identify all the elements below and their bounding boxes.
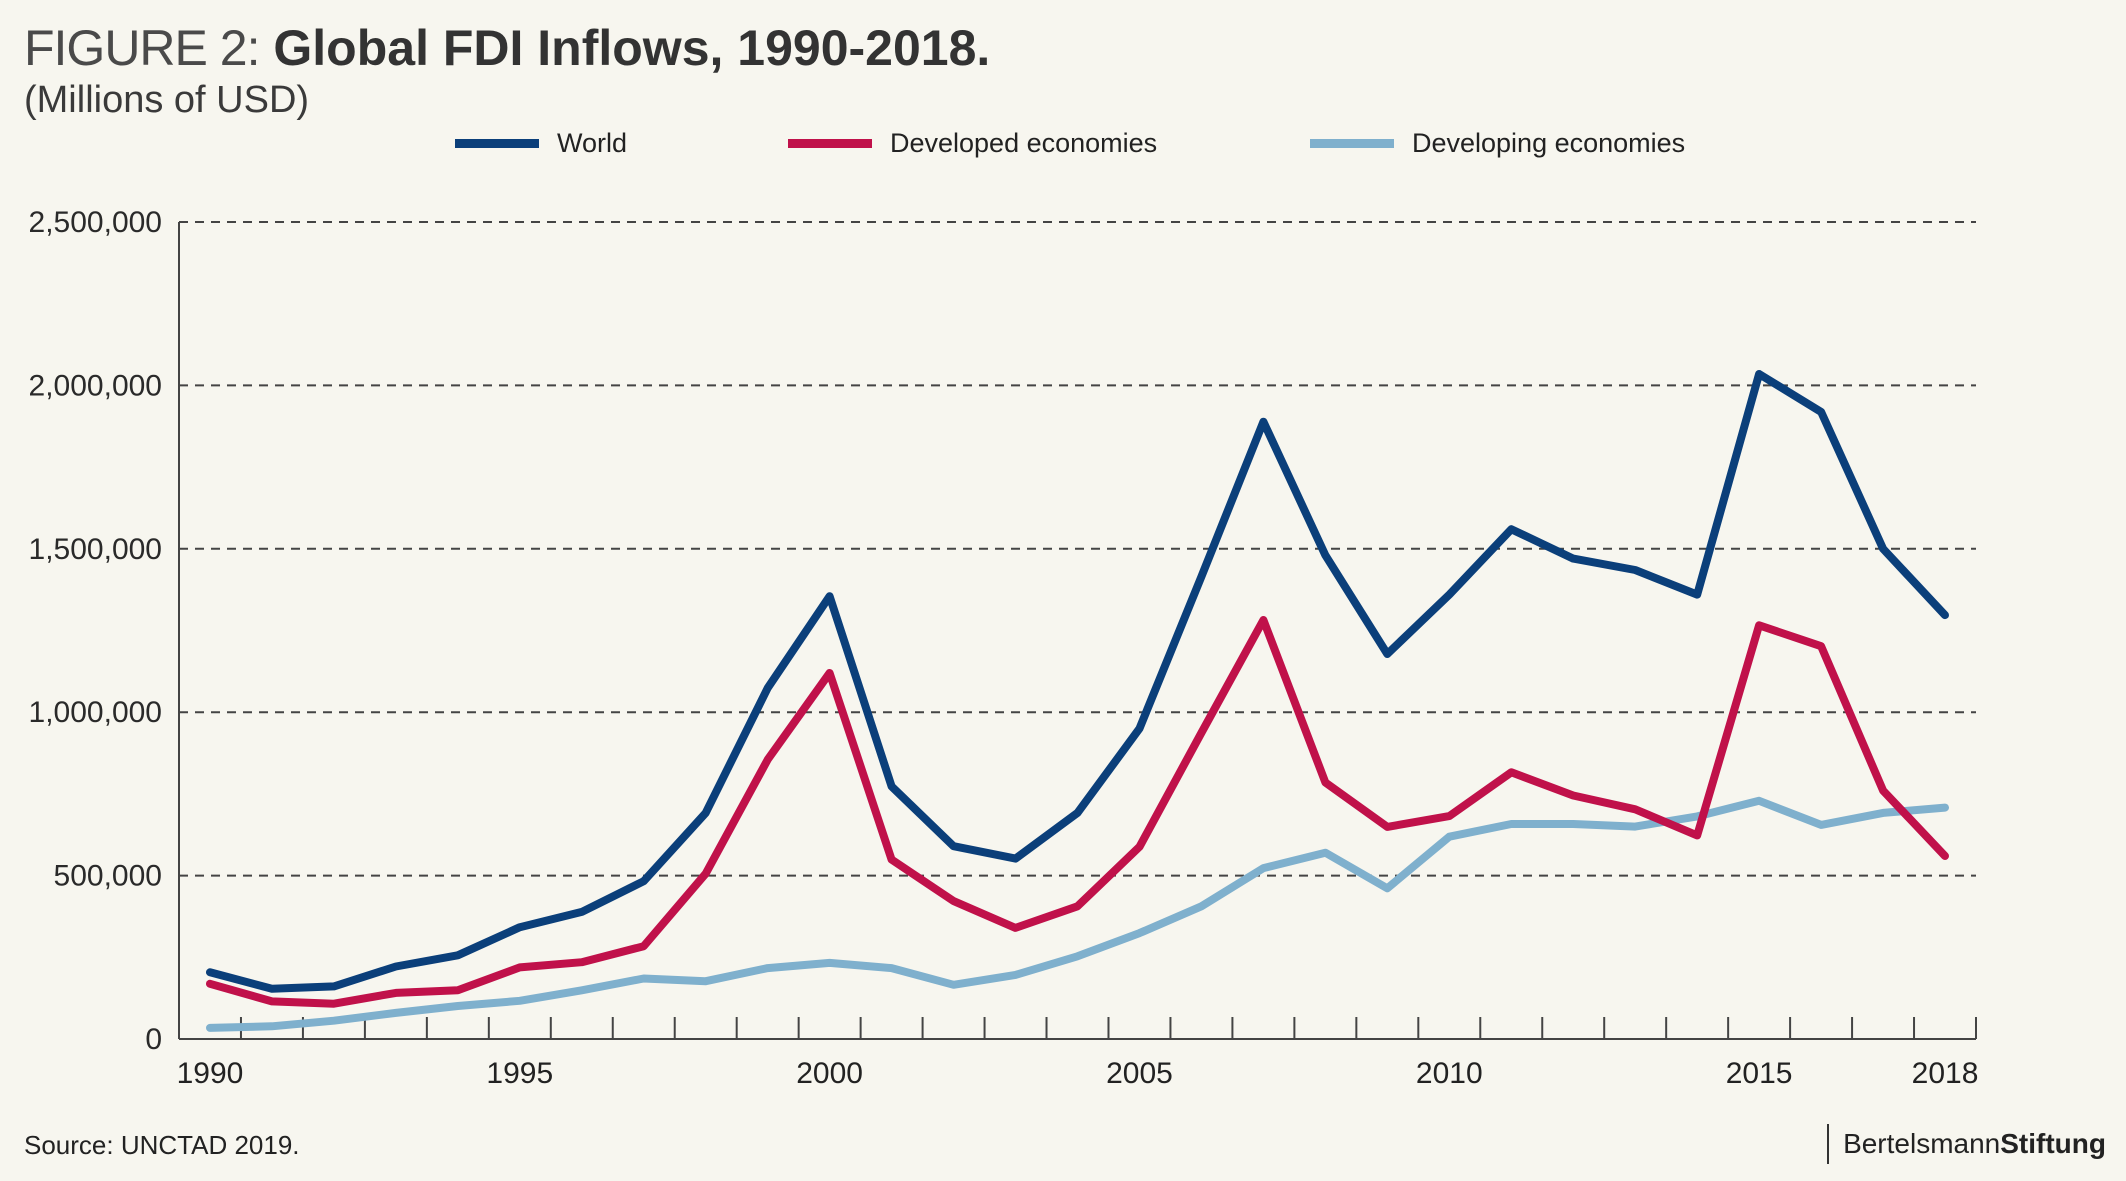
x-tick-label: 2018 [1912,1057,1979,1090]
title-text: Global FDI Inflows, 1990-2018. [273,20,991,76]
y-tick-label: 2,500,000 [29,206,162,239]
brand-name-part1: Bertelsmann [1843,1128,2001,1159]
series-line-developing-economies [206,796,1949,1032]
figure-label: FIGURE 2: [24,20,260,76]
y-tick-label: 0 [145,1023,162,1056]
source-note: Source: UNCTAD 2019. [24,1130,300,1160]
x-tick-label: 2010 [1416,1057,1483,1090]
x-tick-label: 2005 [1106,1057,1173,1090]
series-line-world [206,370,1949,993]
legend-label-developed: Developed economies [890,127,1158,158]
x-tick-label: 1990 [177,1057,244,1090]
chart-subtitle: (Millions of USD) [24,79,310,121]
y-tick-label: 1,500,000 [29,533,162,566]
legend-swatch-developed [788,138,872,148]
brand-name-part2: Stiftung [2000,1128,2106,1159]
legend-item-developing: Developing economies [1310,126,1685,160]
legend-swatch-developing [1310,138,1394,148]
legend-label-world: World [557,127,628,158]
x-tick-label: 1995 [486,1057,553,1090]
legend-swatch-world [455,138,539,148]
legend-item-world: World [455,126,627,160]
legend-item-developed: Developed economies [788,126,1157,160]
chart-title: FIGURE 2: Global FDI Inflows, 1990-2018. [24,18,990,78]
legend-label-developing: Developing economies [1412,127,1686,158]
y-tick-label: 2,000,000 [29,369,162,402]
y-tick-label: 500,000 [54,860,162,893]
x-tick-label: 2015 [1726,1057,1793,1090]
y-tick-label: 1,000,000 [29,696,162,729]
brand-logo: Bertelsmann Stiftung [1827,1124,2106,1164]
x-tick-label: 2000 [796,1057,863,1090]
